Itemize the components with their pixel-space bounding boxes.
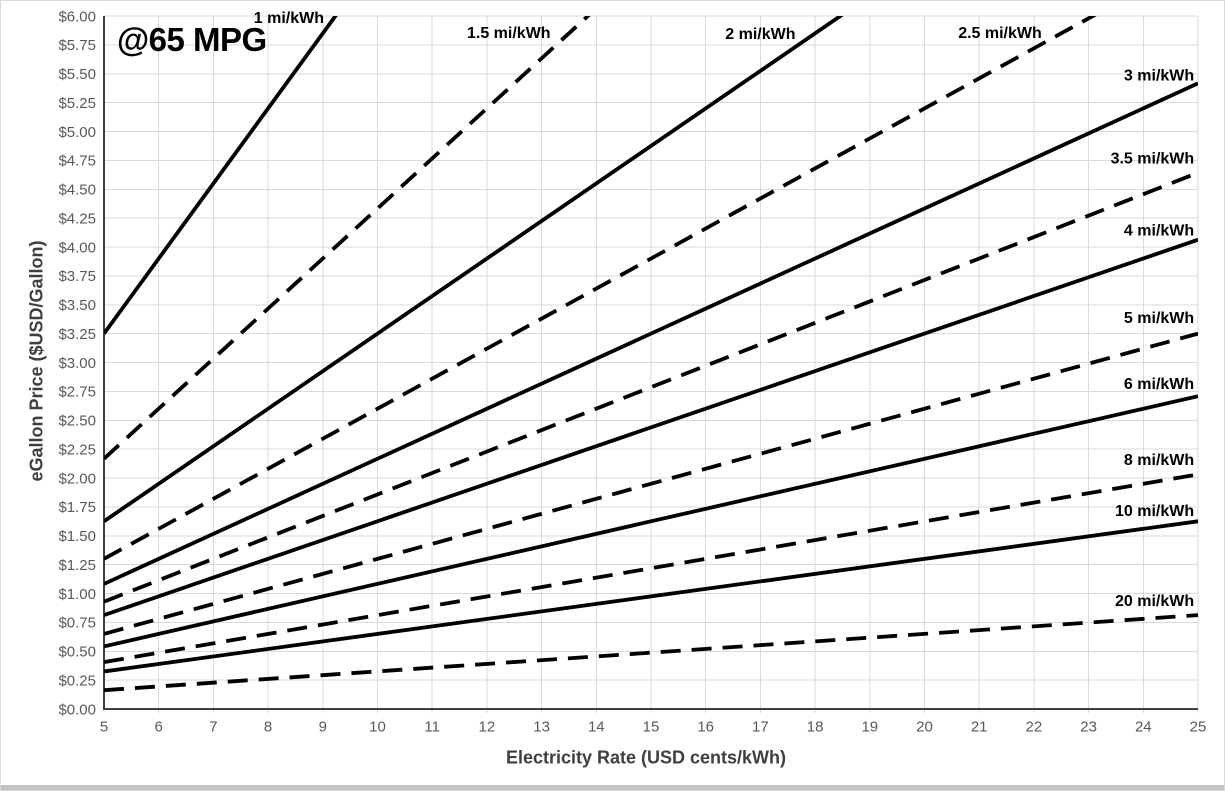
y-tick-label: $1.75: [58, 499, 96, 516]
x-tick-label: 22: [1026, 718, 1043, 735]
x-tick-label: 7: [209, 718, 217, 735]
x-tick-label: 25: [1190, 718, 1207, 735]
series-line-3-mi-kwh: [104, 81, 1198, 586]
series-label-5-mi-kwh: 5 mi/kWh: [1124, 310, 1194, 327]
x-axis-title: Electricity Rate (USD cents/kWh): [505, 747, 787, 768]
x-tick-label: 16: [697, 718, 714, 735]
y-tick-label: $4.75: [58, 153, 96, 170]
x-tick-label: 21: [971, 718, 988, 735]
series-label-10-mi-kwh: 10 mi/kWh: [1115, 503, 1194, 520]
y-tick-label: $2.75: [58, 384, 96, 401]
x-tick-label: 18: [807, 718, 824, 735]
chart-annotation-mpg: @65 MPG: [117, 21, 267, 58]
y-tick-label: $0.50: [58, 644, 96, 661]
series-line-10-mi-kwh: [104, 519, 1198, 674]
y-tick-label: $3.25: [58, 326, 96, 343]
x-tick-label: 14: [588, 718, 605, 735]
series-label-3-5-mi-kwh: 3.5 mi/kWh: [1111, 151, 1195, 168]
series-label-8-mi-kwh: 8 mi/kWh: [1124, 452, 1194, 469]
y-tick-label: $3.50: [58, 297, 96, 314]
series-label-20-mi-kwh: 20 mi/kWh: [1115, 593, 1194, 610]
series-label-4-mi-kwh: 4 mi/kWh: [1124, 222, 1194, 239]
x-tick-label: 6: [155, 718, 163, 735]
series-label-2-5-mi-kwh: 2.5 mi/kWh: [958, 25, 1042, 42]
x-tick-label: 13: [533, 718, 550, 735]
series-label-3-mi-kwh: 3 mi/kWh: [1124, 68, 1194, 85]
x-tick-label: 23: [1080, 718, 1097, 735]
y-tick-label: $6.00: [58, 8, 96, 25]
y-tick-label: $2.00: [58, 470, 96, 487]
series-line-2-5-mi-kwh: [104, 16, 1097, 561]
y-tick-label: $5.00: [58, 124, 96, 141]
y-axis-title: eGallon Price ($USD/Gallon): [26, 240, 47, 482]
x-tick-label: 20: [916, 718, 933, 735]
series-label-2-mi-kwh: 2 mi/kWh: [725, 26, 795, 43]
series-line-20-mi-kwh: [104, 613, 1198, 693]
x-tick-label: 9: [319, 718, 327, 735]
y-tick-label: $1.00: [58, 586, 96, 603]
x-tick-label: 19: [861, 718, 878, 735]
bottom-edge-divider: [1, 785, 1224, 790]
y-tick-label: $5.25: [58, 95, 96, 112]
x-tick-label: 17: [752, 718, 769, 735]
y-tick-label: $0.00: [58, 701, 96, 718]
y-tick-label: $3.75: [58, 268, 96, 285]
x-tick-label: 11: [424, 718, 440, 735]
series-line-4-mi-kwh: [104, 237, 1198, 617]
y-tick-label: $4.25: [58, 210, 96, 227]
y-tick-label: $5.50: [58, 66, 96, 83]
series-line-6-mi-kwh: [104, 394, 1198, 649]
series-label-1-5-mi-kwh: 1.5 mi/kWh: [467, 25, 551, 42]
x-tick-label: 10: [369, 718, 386, 735]
y-tick-label: $4.50: [58, 182, 96, 199]
x-tick-label: 8: [264, 718, 272, 735]
series-line-1-mi-kwh: [104, 16, 338, 335]
y-tick-label: $2.25: [58, 441, 96, 458]
y-tick-label: $2.50: [58, 413, 96, 430]
x-tick-label: 24: [1135, 718, 1152, 735]
x-tick-label: 15: [643, 718, 660, 735]
y-tick-label: $0.25: [58, 672, 96, 689]
y-tick-label: $0.75: [58, 615, 96, 632]
series-line-3-5-mi-kwh: [104, 170, 1198, 604]
series-line-2-mi-kwh: [104, 16, 844, 523]
series-line-5-mi-kwh: [104, 331, 1198, 636]
y-tick-label: $1.50: [58, 528, 96, 545]
series-label-1-mi-kwh: 1 mi/kWh: [254, 10, 324, 27]
y-tick-label: $4.00: [58, 239, 96, 256]
y-tick-label: $1.25: [58, 557, 96, 574]
series-label-6-mi-kwh: 6 mi/kWh: [1124, 376, 1194, 393]
x-tick-label: 12: [479, 718, 496, 735]
y-tick-label: $3.00: [58, 355, 96, 372]
x-tick-label: 5: [100, 718, 108, 735]
y-tick-label: $5.75: [58, 37, 96, 54]
